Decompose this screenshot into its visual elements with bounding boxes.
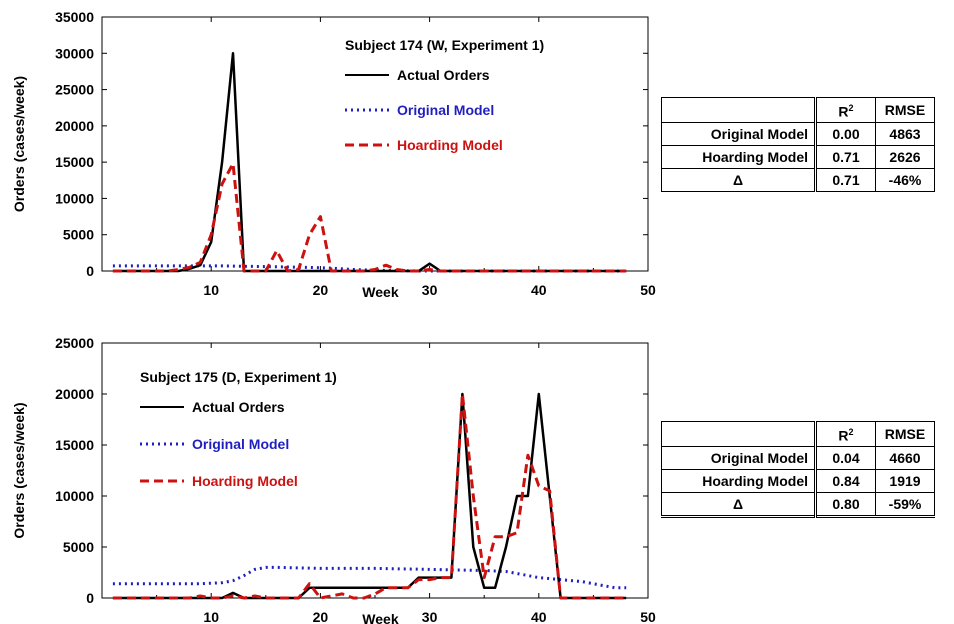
stats-row: Hoarding Model 0.71 2626 bbox=[661, 144, 935, 169]
y-axis-label: Orders (cases/week) bbox=[11, 402, 27, 538]
stats-row: Δ 0.80 -59% bbox=[661, 491, 935, 517]
legend-label: Actual Orders bbox=[397, 67, 490, 83]
stats-cell: 1919 bbox=[875, 468, 935, 493]
stats-cell: -46% bbox=[875, 167, 935, 192]
chart-subject-174: 0 5000 10000 15000 20000 25000 30000 35000 10 20 3… bbox=[11, 9, 656, 300]
stats-row: Δ 0.71 -46% bbox=[661, 167, 935, 192]
y-tick-label: 30000 bbox=[55, 45, 94, 61]
y-tick-label: 20000 bbox=[55, 118, 94, 134]
stats-table-175: R2 RMSE Original Model 0.04 4660 Hoardin… bbox=[661, 421, 935, 518]
stats-cell: 0.71 bbox=[814, 144, 876, 169]
stats-header-r2: R2 bbox=[814, 97, 876, 123]
stats-cell: 2626 bbox=[875, 144, 935, 169]
y-tick-label: 20000 bbox=[55, 386, 94, 402]
y-axis-label: Orders (cases/week) bbox=[11, 76, 27, 212]
series-line-original-model bbox=[112, 565, 627, 590]
series-line-hoarding-model bbox=[112, 162, 627, 273]
stats-row-label: Hoarding Model bbox=[661, 468, 816, 493]
x-axis-label: Week bbox=[362, 611, 399, 624]
stats-row: Original Model 0.04 4660 bbox=[661, 445, 935, 470]
y-tick-label: 5000 bbox=[63, 539, 94, 555]
x-tick-label: 40 bbox=[531, 609, 547, 624]
stats-row-label: Δ bbox=[661, 491, 816, 517]
stats-cell: 0.71 bbox=[814, 167, 876, 192]
stats-header-row: R2 RMSE bbox=[661, 97, 935, 123]
x-tick-label: 40 bbox=[531, 282, 547, 298]
x-tick-label: 50 bbox=[640, 609, 656, 624]
y-tick-label: 25000 bbox=[55, 82, 94, 98]
series-line-actual-orders bbox=[112, 52, 627, 273]
stats-row-label: Hoarding Model bbox=[661, 144, 816, 169]
x-tick-label: 20 bbox=[313, 609, 329, 624]
stats-row-label: Original Model bbox=[661, 121, 816, 146]
legend-label: Original Model bbox=[397, 102, 494, 118]
chart-title: Subject 175 (D, Experiment 1) bbox=[140, 369, 337, 385]
series-line-actual-orders bbox=[112, 392, 627, 600]
stats-cell: 0.84 bbox=[814, 468, 876, 493]
stats-header-blank bbox=[661, 97, 816, 123]
x-tick-label: 10 bbox=[203, 609, 219, 624]
stats-header-row: R2 RMSE bbox=[661, 421, 935, 447]
stats-cell: 4660 bbox=[875, 445, 935, 470]
stats-header-blank bbox=[661, 421, 816, 447]
stats-header-r2: R2 bbox=[814, 421, 876, 447]
stats-cell: 0.80 bbox=[814, 491, 876, 517]
stats-cell: 0.00 bbox=[814, 121, 876, 146]
stats-row-label: Δ bbox=[661, 167, 816, 192]
y-tick-label: 0 bbox=[86, 263, 94, 279]
legend-label: Hoarding Model bbox=[397, 137, 503, 153]
y-tick-label: 5000 bbox=[63, 227, 94, 243]
y-tick-label: 15000 bbox=[55, 154, 94, 170]
stats-row-label: Original Model bbox=[661, 445, 816, 470]
stats-cell: -59% bbox=[875, 491, 935, 517]
stats-header-rmse: RMSE bbox=[875, 97, 935, 123]
x-tick-label: 30 bbox=[422, 609, 438, 624]
stats-row: Original Model 0.00 4863 bbox=[661, 121, 935, 146]
x-tick-label: 10 bbox=[203, 282, 219, 298]
stats-header-rmse: RMSE bbox=[875, 421, 935, 447]
y-tick-label: 0 bbox=[86, 590, 94, 606]
series-line-hoarding-model bbox=[112, 392, 627, 600]
stats-cell: 0.04 bbox=[814, 445, 876, 470]
y-tick-label: 15000 bbox=[55, 437, 94, 453]
legend-label: Hoarding Model bbox=[192, 473, 298, 489]
x-tick-label: 50 bbox=[640, 282, 656, 298]
legend-label: Actual Orders bbox=[192, 399, 285, 415]
y-tick-label: 10000 bbox=[55, 190, 94, 206]
stats-row: Hoarding Model 0.84 1919 bbox=[661, 468, 935, 493]
chart-subject-175: 0 5000 10000 15000 20000 25000 10 20 30 40 50 Week O… bbox=[11, 335, 656, 624]
y-tick-label: 25000 bbox=[55, 335, 94, 351]
chart-title: Subject 174 (W, Experiment 1) bbox=[345, 37, 544, 53]
legend-label: Original Model bbox=[192, 436, 289, 452]
y-tick-label: 35000 bbox=[55, 9, 94, 25]
x-tick-label: 20 bbox=[313, 282, 329, 298]
y-tick-label: 10000 bbox=[55, 488, 94, 504]
x-axis-label: Week bbox=[362, 284, 399, 300]
x-tick-label: 30 bbox=[422, 282, 438, 298]
stats-cell: 4863 bbox=[875, 121, 935, 146]
stats-table-174: R2 RMSE Original Model 0.00 4863 Hoardin… bbox=[661, 97, 935, 192]
